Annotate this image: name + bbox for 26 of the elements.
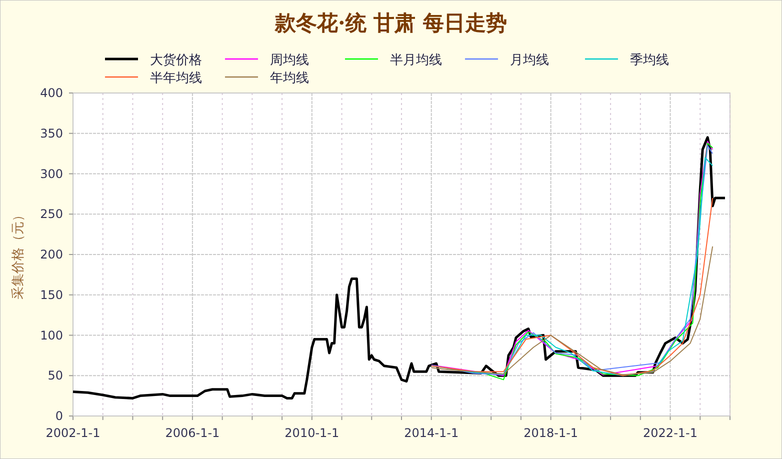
line-series <box>430 246 714 376</box>
chart-title: 款冬花·统 甘肃 每日走势 <box>274 10 507 35</box>
y-tick-label: 200 <box>40 248 63 262</box>
x-tick-label: 2014-1-1 <box>404 426 459 440</box>
x-tick-label: 2010-1-1 <box>284 426 340 440</box>
y-axis-title: 采集价格（元） <box>11 208 26 300</box>
y-tick-label: 100 <box>40 328 63 342</box>
legend-label: 年均线 <box>270 71 309 86</box>
x-tick-label: 2002-1-1 <box>46 426 100 440</box>
x-tick-label: 2018-1-1 <box>524 426 578 440</box>
y-tick-label: 0 <box>55 409 63 423</box>
line-series <box>430 198 714 376</box>
y-tick-label: 350 <box>40 126 63 140</box>
y-tick-label: 300 <box>40 166 63 181</box>
x-tick-label: 2006-1-1 <box>165 426 220 440</box>
y-tick-label: 50 <box>48 368 63 383</box>
y-tick-label: 400 <box>40 86 63 100</box>
y-tick-label: 250 <box>40 207 63 222</box>
legend-label: 大货价格 <box>150 53 202 68</box>
legend-label: 周均线 <box>270 53 309 68</box>
y-tick-label: 150 <box>40 288 63 302</box>
legend-label: 季均线 <box>630 53 669 68</box>
x-tick-label: 2022-1-1 <box>643 426 698 440</box>
legend-label: 月均线 <box>510 53 549 68</box>
legend-label: 半年均线 <box>150 71 202 86</box>
legend-label: 半月均线 <box>390 53 442 68</box>
